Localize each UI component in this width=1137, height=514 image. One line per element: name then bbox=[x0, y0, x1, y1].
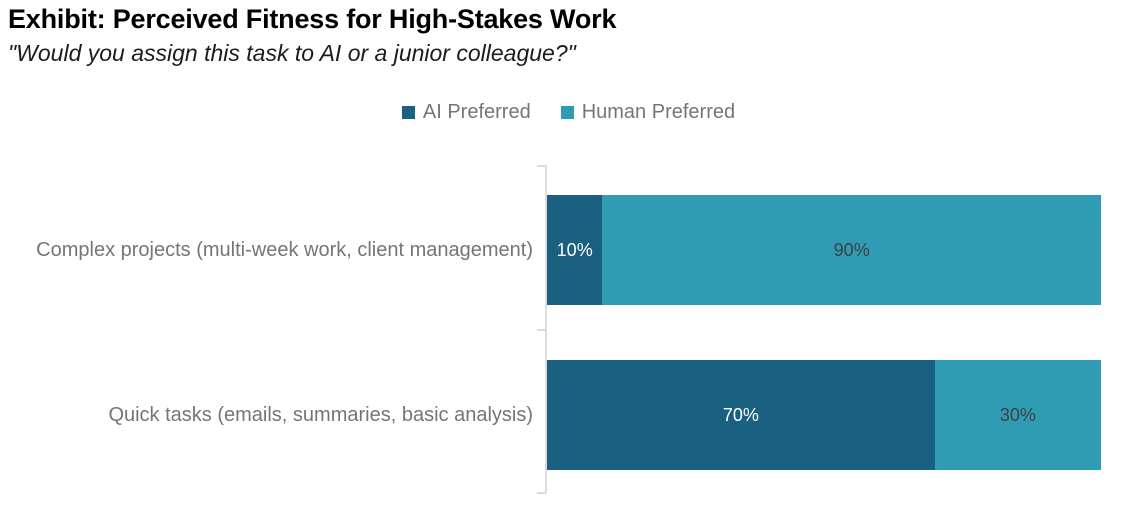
y-axis-tick bbox=[537, 165, 545, 167]
bar-segment-human-preferred: 90% bbox=[602, 195, 1101, 305]
y-axis-tick bbox=[537, 492, 545, 494]
bar-segment-ai-preferred: 10% bbox=[547, 195, 603, 305]
bar-segment-ai-preferred: 70% bbox=[547, 360, 935, 470]
stacked-bar: 70% 30% bbox=[547, 360, 1101, 470]
legend-swatch-human-preferred bbox=[560, 106, 574, 119]
stacked-bar-chart: Complex projects (multi-week work, clien… bbox=[0, 165, 1137, 494]
legend-label: Human Preferred bbox=[581, 101, 736, 123]
legend: AI Preferred Human Preferred bbox=[0, 101, 1137, 124]
bar-row-1: Complex projects (multi-week work, clien… bbox=[0, 195, 1137, 305]
bar-segment-human-preferred: 30% bbox=[934, 360, 1101, 470]
legend-item-ai-preferred: AI Preferred bbox=[401, 101, 531, 124]
category-label: Quick tasks (emails, summaries, basic an… bbox=[108, 403, 533, 426]
stacked-bar: 10% 90% bbox=[547, 195, 1101, 305]
legend-item-human-preferred: Human Preferred bbox=[560, 101, 736, 124]
bar-row-2: Quick tasks (emails, summaries, basic an… bbox=[0, 360, 1137, 470]
category-label: Complex projects (multi-week work, clien… bbox=[36, 238, 533, 261]
chart-title: Exhibit: Perceived Fitness for High-Stak… bbox=[8, 4, 617, 34]
legend-swatch-ai-preferred bbox=[401, 106, 415, 119]
chart-subtitle: "Would you assign this task to AI or a j… bbox=[8, 40, 576, 66]
legend-label: AI Preferred bbox=[422, 101, 531, 123]
y-axis-line bbox=[545, 165, 547, 494]
y-axis-tick bbox=[537, 329, 545, 331]
